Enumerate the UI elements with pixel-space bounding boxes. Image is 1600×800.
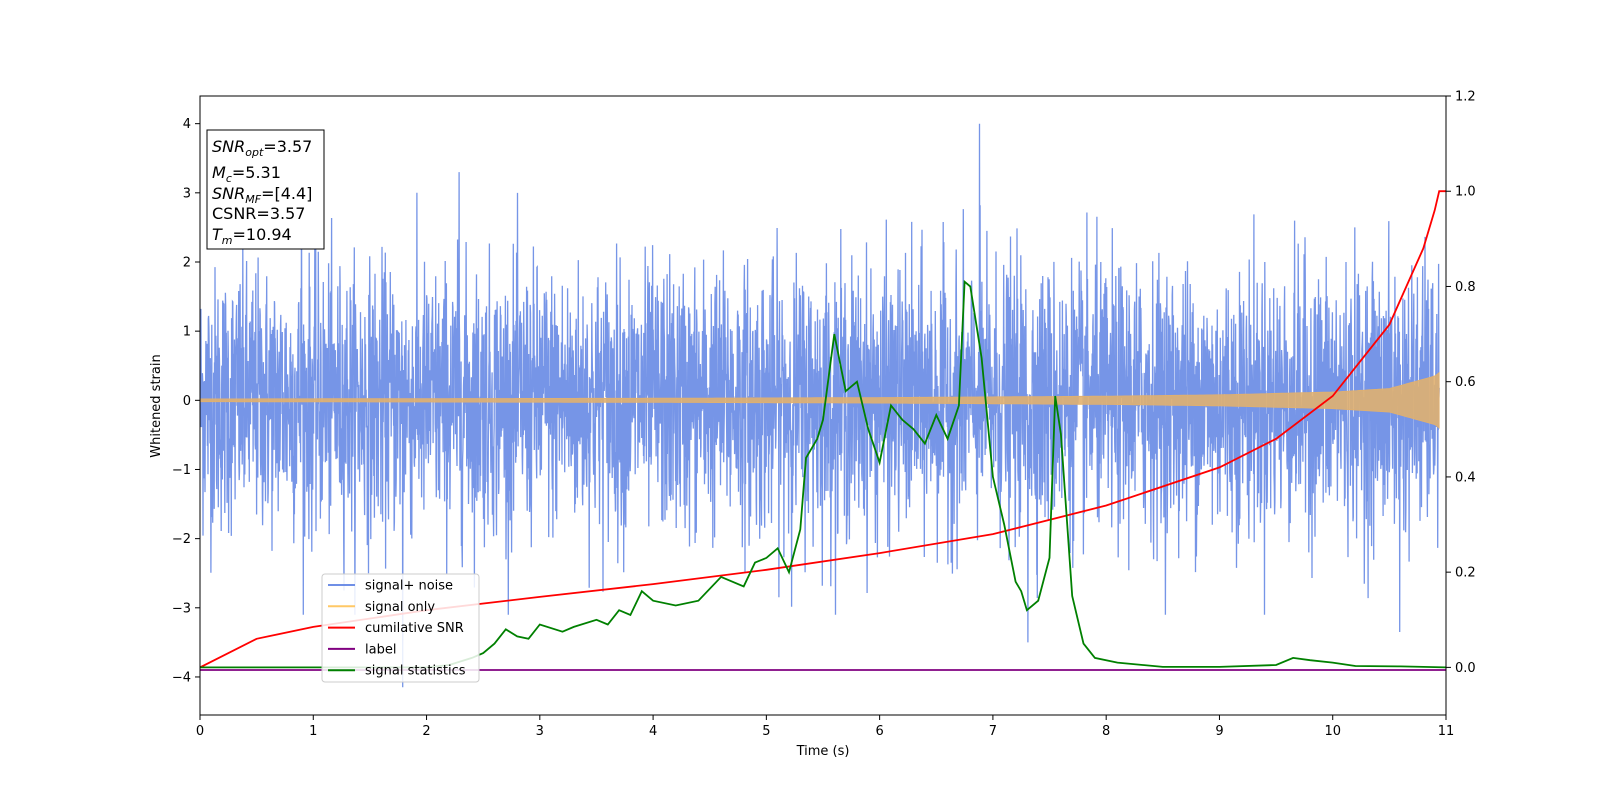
legend: signal+ noise signal only cumilative SNR la… bbox=[321, 573, 480, 683]
series-signal-statistics bbox=[200, 279, 1446, 669]
x-tick-label: 6 bbox=[875, 724, 883, 739]
stats-csnr: CSNR=3.57 bbox=[212, 204, 305, 223]
stats-tm-var: T bbox=[212, 225, 223, 244]
stats-snr-mf: SNRMF=[4.4] bbox=[212, 184, 312, 206]
stats-csnr-value: CSNR=3.57 bbox=[212, 204, 305, 223]
stats-mc: Mc=5.31 bbox=[212, 163, 281, 185]
y2-tick-label: 0.2 bbox=[1455, 566, 1476, 581]
legend-label: cumilative SNR bbox=[365, 621, 464, 636]
y-tick-label: −3 bbox=[172, 601, 191, 616]
legend-label: signal only bbox=[365, 600, 435, 615]
y2-tick-label: 0.0 bbox=[1455, 661, 1476, 676]
legend-label: signal statistics bbox=[365, 664, 466, 679]
stats-snr-mf-value: =[4.4] bbox=[261, 184, 312, 203]
y2-tick-label: 0.6 bbox=[1455, 375, 1476, 390]
legend-label: label bbox=[365, 642, 396, 657]
stats-tm-sub: m bbox=[222, 234, 233, 247]
legend-label: signal+ noise bbox=[365, 579, 453, 594]
signal-only-band bbox=[200, 371, 1440, 429]
stats-box: SNRopt=3.57 Mc=5.31 SNRMF=[4.4] CSNR=3.5… bbox=[206, 129, 325, 250]
stats-snr-opt-value: =3.57 bbox=[263, 137, 312, 156]
stats-mc-sub: c bbox=[226, 172, 232, 185]
y2-axis-ticks: 1.2 1.0 0.8 0.6 0.4 0.2 0.0 bbox=[1446, 90, 1476, 676]
y-tick-label: 0 bbox=[183, 394, 191, 409]
y-tick-label: −4 bbox=[172, 670, 191, 685]
x-tick-label: 8 bbox=[1102, 724, 1110, 739]
y2-tick-label: 0.8 bbox=[1455, 280, 1476, 295]
x-tick-label: 3 bbox=[536, 724, 544, 739]
x-tick-label: 11 bbox=[1438, 724, 1455, 739]
stats-mc-value: =5.31 bbox=[232, 163, 281, 182]
stats-snr-opt-var: SNR bbox=[212, 137, 245, 156]
signal-statistics-line bbox=[200, 279, 1446, 669]
series-signal-only bbox=[200, 371, 1440, 429]
y-tick-label: 4 bbox=[183, 117, 191, 132]
x-tick-label: 5 bbox=[762, 724, 770, 739]
stats-mc-var: M bbox=[212, 163, 226, 182]
stats-tm-value: =10.94 bbox=[233, 225, 292, 244]
y2-tick-label: 0.4 bbox=[1455, 470, 1476, 485]
x-tick-label: 0 bbox=[196, 724, 204, 739]
y-tick-label: 1 bbox=[183, 325, 191, 340]
y-tick-label: 2 bbox=[183, 255, 191, 270]
legend-frame bbox=[321, 573, 480, 683]
x-tick-label: 9 bbox=[1215, 724, 1223, 739]
stats-snr-mf-sub: MF bbox=[245, 193, 261, 206]
y-tick-label: 3 bbox=[183, 186, 191, 201]
x-tick-label: 4 bbox=[649, 724, 657, 739]
x-tick-label: 2 bbox=[422, 724, 430, 739]
x-tick-label: 10 bbox=[1324, 724, 1341, 739]
y-tick-label: −2 bbox=[172, 532, 191, 547]
x-axis-ticks: 0 1 2 3 4 5 6 7 8 9 10 11 bbox=[196, 715, 1454, 739]
stats-box-frame bbox=[206, 129, 325, 250]
stats-tm: Tm=10.94 bbox=[212, 225, 292, 247]
x-axis-label: Time (s) bbox=[796, 744, 850, 759]
x-tick-label: 1 bbox=[309, 724, 317, 739]
stats-snr-opt: SNRopt=3.57 bbox=[212, 137, 312, 159]
stats-snr-mf-var: SNR bbox=[212, 184, 245, 203]
axes-frame bbox=[199, 95, 1447, 716]
x-tick-label: 7 bbox=[989, 724, 997, 739]
stats-snr-opt-sub: opt bbox=[245, 146, 264, 159]
y-axis-ticks: 4 3 2 1 0 −1 −2 −3 −4 bbox=[172, 117, 200, 685]
y2-tick-label: 1.0 bbox=[1455, 185, 1476, 200]
y2-tick-label: 1.2 bbox=[1455, 90, 1476, 105]
y-axis-label: Whitened strain bbox=[149, 354, 164, 457]
y-tick-label: −1 bbox=[172, 463, 191, 478]
